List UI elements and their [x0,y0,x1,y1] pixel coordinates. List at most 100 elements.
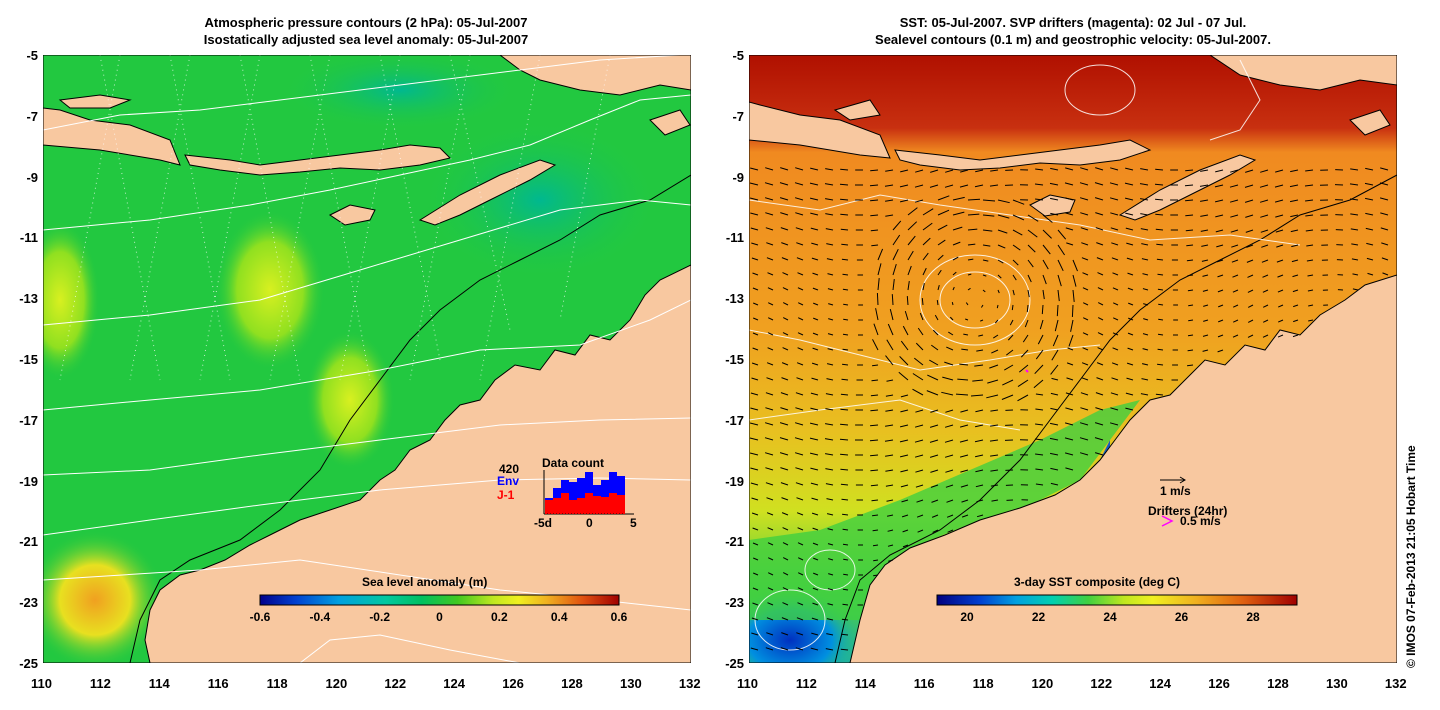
velocity-arrow [1065,467,1074,471]
velocity-arrow [1202,349,1209,352]
velocity-arrow [1079,452,1089,456]
velocity-arrow [877,263,882,276]
velocity-arrow [899,424,909,428]
velocity-arrow [946,499,954,503]
velocity-arrow [922,208,934,216]
velocity-arrow [780,482,789,486]
velocity-arrow [753,317,759,321]
velocity-arrow [871,499,879,502]
y-tick-label: -9 [732,169,744,185]
velocity-arrow [996,304,999,309]
left-anomaly-high-2 [43,530,165,663]
velocity-arrow [1049,182,1059,186]
velocity-arrow [870,424,879,427]
velocity-arrow [900,340,909,351]
velocity-arrow [1057,289,1060,302]
velocity-arrow [1260,229,1269,233]
left-land-australia [144,264,691,663]
velocity-arrow [1216,259,1224,263]
velocity-arrow [927,374,939,381]
y-tick-label: -5 [26,48,38,63]
velocity-arrow [766,512,774,516]
velocity-arrow [752,602,759,606]
velocity-arrow [990,424,999,427]
velocity-arrow [1109,182,1119,186]
velocity-arrow [1012,199,1025,205]
velocity-arrow [1081,362,1089,366]
data-count-histogram [543,470,634,515]
velocity-arrow [982,199,996,202]
velocity-arrow [915,169,924,173]
velocity-arrow [1215,214,1224,218]
x-tick-label: 116 [913,676,935,691]
velocity-arrow [1245,214,1254,218]
velocity-arrow [842,273,849,276]
velocity-arrow [1203,304,1209,307]
velocity-arrow [797,317,804,321]
velocity-arrow [989,364,999,369]
velocity-arrow [1305,199,1314,202]
velocity-arrow [1054,319,1059,332]
velocity-arrow [1185,199,1194,202]
velocity-arrow [1027,214,1039,222]
velocity-arrow [946,346,954,351]
velocity-arrow [1142,348,1149,351]
velocity-arrow [922,252,929,261]
velocity-arrow [902,325,909,336]
velocity-arrow [782,602,789,606]
velocity-arrow [1245,169,1254,173]
velocity-arrow [842,513,849,516]
velocity-arrow [934,314,939,321]
velocity-arrow [795,647,804,651]
velocity-arrow [1365,212,1374,216]
velocity-arrow [944,361,954,366]
velocity-arrow [764,437,774,441]
velocity-arrow [827,543,834,546]
velocity-arrow [811,617,819,621]
velocity-arrow [1349,183,1359,186]
j1-bar [617,495,625,514]
velocity-arrow [952,226,963,231]
velocity-arrow [1201,244,1209,247]
velocity-arrow [1112,332,1119,336]
velocity-arrow [1082,332,1089,336]
velocity-arrow [1306,244,1314,247]
velocity-arrow [810,647,819,651]
velocity-arrow [767,317,774,321]
velocity-arrow [767,272,774,276]
x-tick-label: 114 [148,676,170,691]
velocity-arrow [990,484,999,487]
velocity-arrow [797,572,804,576]
velocity-arrow [1068,334,1074,347]
velocity-arrow [1109,422,1119,426]
velocity-arrow [1050,467,1059,471]
velocity-arrow [952,286,955,291]
velocity-arrow [1026,304,1029,313]
velocity-arrow [1291,244,1299,248]
velocity-arrow [812,272,819,276]
velocity-arrow [840,213,849,216]
velocity-arrow [976,499,984,503]
velocity-arrow [937,239,946,246]
right-title-line1: SST: 05-Jul-2007. SVP drifters (magenta)… [899,15,1247,30]
velocity-arrow [811,377,819,381]
velocity-arrow [1247,334,1254,338]
velocity-arrow [780,467,789,471]
velocity-arrow [797,287,804,291]
velocity-arrow [1218,319,1224,323]
env-bar [577,478,585,514]
velocity-arrow [826,258,834,261]
velocity-arrow [812,332,819,336]
velocity-arrow [961,348,969,351]
velocity-arrow [1125,227,1134,231]
velocity-arrow [1141,363,1149,366]
velocity-arrow [945,169,954,173]
velocity-arrow [982,214,995,217]
velocity-arrow [779,197,789,201]
velocity-arrow [886,379,894,382]
velocity-arrow [766,497,774,501]
velocity-arrow [972,379,984,382]
velocity-arrow [1097,287,1104,291]
drifter-arrow-icon [1161,515,1174,527]
velocity-arrow [1035,468,1044,471]
